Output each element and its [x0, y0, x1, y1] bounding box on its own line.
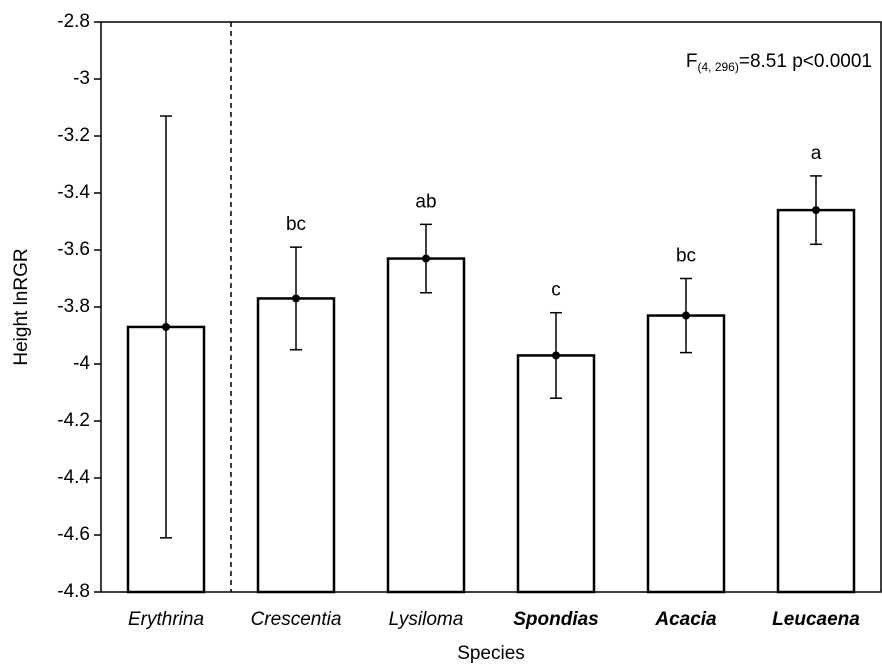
bar [776, 208, 856, 594]
significance-letter: ab [415, 191, 436, 212]
bar [646, 314, 726, 594]
y-tick-label: -4.2 [57, 410, 90, 431]
mean-dot [422, 254, 430, 263]
x-tick-label: Spondias [513, 609, 599, 630]
y-tick-label: -3.2 [57, 125, 90, 146]
plot-frame [100, 21, 882, 593]
mean-dot [292, 294, 300, 303]
x-tick-label: Crescentia [251, 609, 342, 630]
y-tick-label: -3.8 [57, 296, 90, 317]
mean-dot [162, 322, 170, 331]
annotation-rest: =8.51 p<0.0001 [739, 51, 872, 72]
y-tick-label: -4.6 [57, 524, 90, 545]
bar [386, 257, 466, 594]
mean-dot [682, 311, 690, 320]
x-tick-label: Acacia [654, 609, 717, 630]
y-tick-label: -3 [73, 68, 90, 89]
bar [256, 297, 336, 594]
y-tick-label: -4.4 [57, 467, 90, 488]
y-axis-label: Height lnRGR [11, 248, 32, 365]
significance-letter: bc [676, 246, 696, 267]
annotation-main: F [686, 51, 698, 72]
x-tick-label: Lysiloma [389, 609, 464, 630]
annotation: F(4, 296)=8.51 p<0.0001 [686, 51, 872, 74]
y-tick-label: -3.6 [57, 239, 90, 260]
mean-dot [812, 206, 820, 215]
mean-dot [552, 351, 560, 360]
y-tick-label: -4.8 [57, 581, 90, 602]
significance-letter: c [551, 280, 561, 301]
annotation-subscript: (4, 296) [698, 60, 739, 74]
significance-letter: bc [286, 214, 306, 235]
x-axis-label: Species [457, 643, 525, 664]
x-tick-label: Erythrina [128, 609, 204, 630]
y-tick-label: -4 [73, 353, 90, 374]
x-tick-label: Leucaena [772, 609, 860, 630]
y-tick-label: -2.8 [57, 11, 90, 32]
y-tick-label: -3.4 [57, 182, 90, 203]
significance-letter: a [811, 143, 822, 164]
